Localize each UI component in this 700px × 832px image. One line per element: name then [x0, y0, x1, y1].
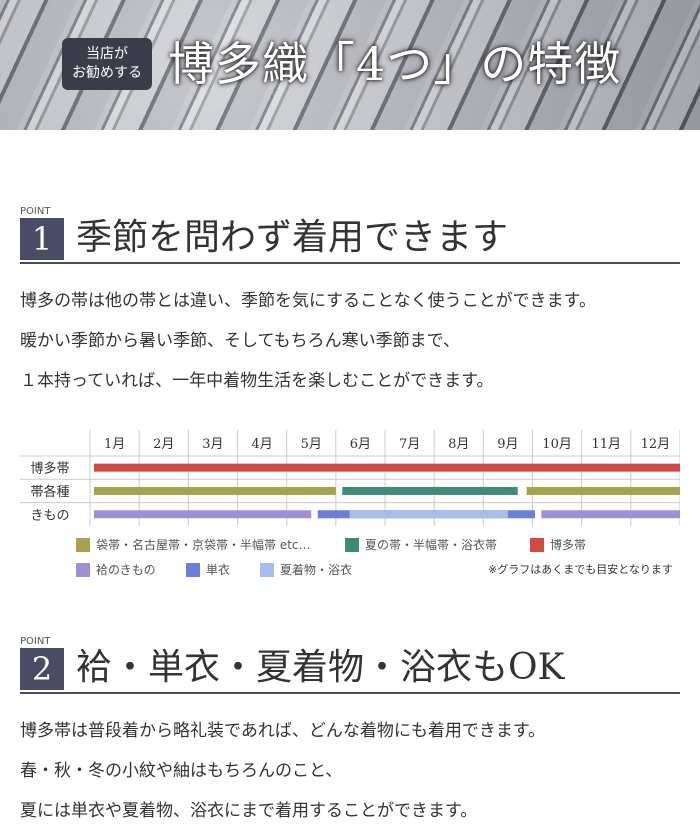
recommend-badge: 当店が お勧めする: [62, 38, 152, 90]
legend-swatch: [345, 537, 359, 552]
month-label: 8月: [448, 437, 469, 452]
legend-swatch: [76, 562, 90, 577]
month-label: 10月: [542, 437, 572, 452]
text-line: 博多帯は普段着から略礼装であれば、どんな着物にも着用できます。: [20, 721, 546, 741]
header-banner: [0, 0, 700, 130]
bar: [349, 510, 508, 519]
legend-swatch: [76, 537, 90, 552]
legend-label: 博多帯: [550, 538, 587, 552]
row-label: 博多帯: [30, 461, 69, 477]
legend-label: 袋帯・名古屋帯・京袋帯・半幅帯 etc…: [96, 538, 311, 552]
point-label: POINT: [20, 206, 51, 217]
badge-line: お勧めする: [72, 65, 142, 81]
legend-item: 夏着物・浴衣: [260, 561, 352, 578]
row-label: 帯各種: [30, 484, 69, 500]
month-label: 4月: [251, 437, 272, 452]
badge-line: 当店が: [86, 46, 128, 62]
point-title: 袷・単衣・夏着物・浴衣もOK: [76, 647, 565, 688]
bar: [94, 510, 312, 519]
legend-swatch: [186, 562, 200, 577]
month-label: 5月: [301, 437, 322, 452]
legend-label: 袷のきもの: [96, 563, 156, 577]
month-label: 1月: [104, 437, 125, 452]
month-label: 6月: [350, 437, 371, 452]
point-2-text: 博多帯は普段着から略礼装であれば、どんな着物にも着用できます。 春・秋・冬の小紋…: [20, 711, 545, 831]
legend-label: 単衣: [206, 563, 231, 577]
text-line: 暖かい季節から暑い季節、そしてもちろん寒い季節まで、: [20, 331, 460, 351]
month-label: 7月: [399, 437, 420, 452]
bar: [94, 463, 680, 472]
month-label: 3月: [202, 437, 223, 452]
divider: [20, 262, 680, 264]
month-label: 11月: [591, 437, 621, 452]
legend-swatch: [260, 562, 274, 577]
legend-item: 袷のきもの: [76, 561, 156, 578]
bar: [541, 510, 680, 519]
text-line: 夏には単衣や夏着物、浴衣にまで着用することができます。: [20, 801, 478, 821]
legend-item: 単衣: [186, 561, 230, 578]
bar: [342, 486, 518, 495]
month-label: 12月: [641, 437, 671, 452]
legend-item: 博多帯: [530, 536, 586, 553]
text-line: 春・秋・冬の小紋や紬はもちろんのこと、: [20, 761, 343, 781]
divider: [20, 692, 680, 694]
point-number: 2: [20, 648, 64, 690]
point-number: 1: [20, 218, 64, 260]
text-line: 博多の帯は他の帯とは違い、季節を気にすることなく使うことができます。: [20, 291, 596, 311]
month-label: 2月: [153, 437, 174, 452]
legend-item: 夏の帯・半幅帯・浴衣帯: [345, 536, 497, 553]
point-label: POINT: [20, 636, 51, 647]
banner-title: 博多織「4つ」の特徴: [168, 37, 622, 91]
point-1-text: 博多の帯は他の帯とは違い、季節を気にすることなく使うことができます。 暖かい季節…: [20, 281, 596, 401]
text-line: １本持っていれば、一年中着物生活を楽しむことができます。: [20, 371, 494, 391]
legend-item: 袋帯・名古屋帯・京袋帯・半幅帯 etc…: [76, 536, 311, 553]
month-label: 9月: [497, 437, 518, 452]
legend-label: 夏着物・浴衣: [280, 563, 353, 577]
point-title: 季節を問わず着用できます: [76, 217, 509, 258]
row-label: きもの: [30, 508, 69, 523]
chart-note: ※グラフはあくまでも目安となります: [488, 563, 673, 576]
legend-label: 夏の帯・半幅帯・浴衣帯: [365, 538, 498, 552]
bar: [94, 486, 336, 495]
legend-swatch: [530, 537, 544, 552]
bar: [526, 486, 680, 495]
